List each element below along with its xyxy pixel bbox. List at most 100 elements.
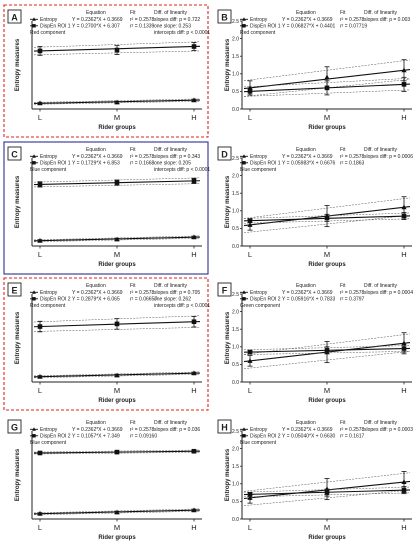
data-point — [191, 507, 197, 513]
equation-text: Y = 0.2362*X + 0.3669 — [72, 290, 123, 296]
panel-border — [3, 277, 209, 411]
y-tick-label: 0.5 — [232, 499, 239, 505]
panel-e: E L M H Rider groups Entropy measures Equation… — [3, 277, 210, 411]
stats-table: Equation Fit Diff. of linearity Entropy Y = … — [240, 283, 413, 309]
fit-text: r² = 0.2578 — [130, 17, 155, 23]
diff-text: one slope: 0.205 — [154, 161, 191, 167]
stats-header-fit: Fit — [340, 420, 346, 426]
x-tick-label: L — [248, 523, 252, 532]
ci-upper — [33, 177, 201, 183]
equation-text: Y = 0.06827*X + 0.4401 — [282, 24, 336, 30]
y-axis-title: Entropy measures — [225, 448, 231, 501]
panel-label: G — [7, 419, 22, 434]
panel-c: C L M H Rider groups Entropy measures Equation… — [3, 141, 210, 275]
equation-text: Y = 0.1729*X + 6.853 — [72, 161, 120, 167]
data-point — [247, 89, 253, 94]
data-point — [247, 492, 253, 497]
panel-border — [3, 4, 209, 138]
series-entropy — [243, 471, 411, 506]
equation-text: Y = 0.2362*X + 0.3669 — [72, 17, 123, 23]
equation-text: Y = 0.2362*X + 0.3669 — [282, 154, 333, 160]
legend-series-name: Entropy — [250, 154, 268, 160]
data-point — [114, 372, 120, 378]
stats-header-diff: Diff. of linearity — [154, 147, 187, 153]
legend-marker — [242, 297, 246, 301]
x-axis-title: Rider groups — [98, 262, 136, 268]
y-tick-label: 1.5 — [232, 54, 239, 60]
equation-text: Y = 0.2700*X + 6.307 — [72, 24, 120, 30]
y-tick-label: 1.0 — [232, 345, 239, 351]
stats-header-equation: Equation — [86, 420, 106, 426]
legend-series-name: Entropy — [250, 17, 268, 23]
equation-text: Y = 0.05916*X + 0.7833 — [282, 297, 336, 303]
panel-g: G L M H Rider groups Entropy measures Equation… — [7, 419, 202, 541]
fit-text: r² = 0.2578 — [340, 154, 365, 160]
y-tick-label: 2.5 — [232, 19, 239, 25]
legend-marker — [242, 17, 246, 21]
equation-text: Y = 0.05040*X + 0.6630 — [282, 434, 336, 440]
y-tick-label: 0.0 — [232, 244, 239, 250]
stats-header-equation: Equation — [86, 147, 106, 153]
y-tick-label: 0.0 — [232, 380, 239, 386]
panel-label-text: E — [11, 286, 17, 296]
x-axis-title: Rider groups — [98, 125, 136, 131]
x-axis-title: Rider groups — [308, 398, 346, 404]
legend-marker — [242, 290, 246, 294]
diff-note: intercepts diff: p < 0.0001 — [154, 30, 210, 36]
data-point — [247, 222, 253, 227]
y-tick-label: 0.0 — [232, 517, 239, 523]
series-dispen — [33, 448, 201, 456]
panel-label-box — [7, 146, 22, 161]
y-tick-label: 0.5 — [232, 362, 239, 368]
ci-lower — [33, 50, 201, 56]
panel-label: A — [7, 9, 22, 24]
data-point — [401, 67, 407, 73]
data-point — [324, 85, 330, 91]
y-tick-label: 1.0 — [232, 72, 239, 78]
data-point — [247, 358, 253, 363]
equation-text: Y = 0.2362*X + 0.3669 — [72, 427, 123, 433]
equation-text: Y = 0.2362*X + 0.3669 — [282, 17, 333, 23]
panel-border — [3, 141, 209, 275]
fit-text: r² = 0.1668 — [130, 161, 155, 167]
ci-lower — [243, 492, 411, 498]
y-tick-label: 1.5 — [232, 191, 239, 197]
panel-label-text: H — [221, 423, 228, 433]
stats-header-equation: Equation — [86, 10, 106, 16]
data-point — [37, 48, 43, 54]
component-label: Red component — [30, 30, 66, 36]
panel-label-box — [217, 419, 232, 434]
equation-text: Y = 0.2362*X + 0.3669 — [282, 290, 333, 296]
legend-marker — [242, 24, 246, 28]
y-tick-label: 1.5 — [232, 327, 239, 333]
stats-header-equation: Equation — [296, 147, 316, 153]
y-tick-label: 2.0 — [232, 309, 239, 315]
y-axis-title: Entropy measures — [225, 38, 231, 91]
panel-label: F — [217, 282, 232, 297]
x-axis-title: Rider groups — [98, 398, 136, 404]
data-point — [191, 178, 197, 184]
data-point — [114, 509, 120, 515]
y-tick-label: 2.0 — [232, 446, 239, 452]
panel-label-box — [217, 146, 232, 161]
ci-lower — [243, 351, 411, 355]
stats-table: Equation Fit Diff. of linearity Entropy Y = … — [30, 147, 210, 173]
x-tick-label: H — [191, 386, 196, 395]
ci-upper — [33, 235, 201, 241]
x-tick-label: L — [38, 386, 42, 395]
diff-text: slopes diff: p = 0.722 — [154, 17, 200, 23]
data-point — [324, 490, 330, 495]
diff-text: slopes diff: p = 0.0003 — [364, 427, 413, 433]
y-tick-label: 2.5 — [232, 292, 239, 298]
ci-lower — [33, 327, 201, 332]
panel-label: D — [217, 146, 232, 161]
x-tick-label: H — [191, 113, 196, 122]
panel-a: A L M H Rider groups Entropy measures Equation… — [3, 4, 210, 138]
legend-series-name: Entropy — [250, 290, 268, 296]
x-axis-title: Rider groups — [308, 535, 346, 541]
data-point — [191, 448, 197, 454]
data-point — [191, 319, 197, 325]
data-point — [324, 348, 330, 353]
series-entropy — [33, 507, 201, 516]
x-tick-label: M — [324, 386, 330, 395]
